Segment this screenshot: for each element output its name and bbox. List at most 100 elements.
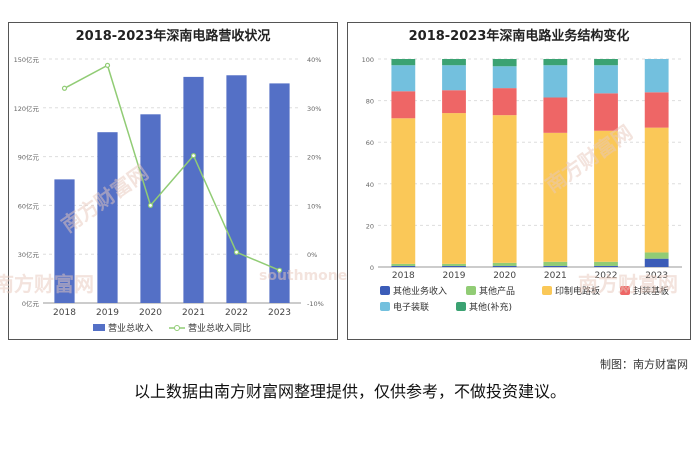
structure-chart: 0 20 40 60 80 100 2018 2019 2020 2021 2022 2023 其他业务… [362,56,682,313]
stacked-segment [391,59,416,66]
legend-swatch [380,302,390,311]
stacked-segment [492,88,517,116]
stacked-segment [594,65,618,94]
yoy-point [276,267,283,273]
y-tick-label: 0 [370,264,374,272]
y-tick-label: 100 [362,56,374,64]
y-tick-label: 30亿元 [18,250,40,259]
revenue-bar [226,75,247,303]
revenue-bar [97,132,118,303]
legend-label: 电子装联 [393,301,429,313]
y2-tick-label: -10% [307,300,324,308]
stacked-segment [391,118,416,264]
x-tick-label: 2023 [268,308,291,318]
stacked-segment [391,263,416,266]
stacked-segment [391,265,416,267]
y-tick-label: 20 [366,222,374,230]
legend-swatch [380,286,390,295]
stacked-segment [442,113,466,264]
legend-swatch [466,286,476,295]
legend-swatch [456,302,466,311]
x-tick-label: 2021 [182,308,205,318]
stacked-segment [543,132,568,262]
x-tick-label: 2022 [595,271,618,281]
revenue-bar [54,179,75,303]
structure-chart-title: 2018-2023年深南电路业务结构变化 [408,29,630,44]
legend-label-revenue: 营业总收入 [108,322,153,334]
stacked-segment [594,59,618,66]
x-tick-label: 2018 [392,271,415,281]
legend-label: 其他业务收入 [393,285,447,297]
y2-tick-label: 40% [307,56,321,64]
stacked-segment [644,127,669,253]
stacked-segment [391,65,416,92]
legend-swatch [542,286,552,295]
legend-label: 封装基板 [633,285,669,297]
y2-tick-label: 10% [307,202,321,210]
y-tick-label: 60亿元 [18,201,40,210]
stacked-segment [644,92,669,128]
y-tick-label: 40 [366,181,374,189]
stacked-segment [543,59,568,66]
credit-label: 制图：南方财富网 [600,358,688,371]
stacked-segment [543,97,568,133]
x-tick-label: 2022 [225,308,248,318]
legend-swatch [620,286,630,295]
stacked-segment [543,65,568,98]
legend-marker-yoy [174,325,180,331]
legend-label-yoy: 营业总收入同比 [188,322,251,334]
stacked-segment [492,59,517,67]
stacked-segment [442,263,466,266]
x-tick-label: 2021 [544,271,567,281]
revenue-chart-panel: 2018-2023年深南电路营收状况 0亿元 30亿元 60亿元 90亿元 120亿元 1… [0,22,393,340]
stacked-segment [492,262,517,266]
disclaimer-caption: 以上数据由南方财富网整理提供，仅供参考，不做投资建议。 [133,382,566,401]
stacked-segment [594,93,618,131]
y-tick-label: 150亿元 [14,55,40,64]
x-tick-label: 2018 [53,308,76,318]
legend-label: 印制电路板 [555,285,600,297]
yoy-point [104,62,111,68]
revenue-bar [183,76,204,303]
y-tick-label: 120亿元 [14,104,40,113]
yoy-point [190,153,197,159]
stacked-segment [442,265,466,267]
x-tick-label: 2023 [645,271,668,281]
yoy-line [64,64,280,271]
stacked-segment [644,258,669,267]
legend-swatch-revenue [93,324,105,331]
y2-tick-label: 0% [307,251,317,259]
y2-tick-label: 20% [307,154,321,162]
x-tick-label: 2020 [139,308,162,318]
y-tick-label: 80 [366,98,374,106]
y-tick-label: 60 [366,139,374,147]
revenue-bar [269,83,290,304]
x-tick-label: 2019 [96,308,119,318]
stacked-segment [543,265,568,267]
yoy-point [233,249,240,255]
y2-tick-label: 30% [307,105,321,113]
stacked-segment [492,265,517,267]
stacked-segment [594,265,618,267]
stacked-segment [644,252,669,259]
stacked-segment [644,59,669,93]
stacked-segment [492,115,517,263]
stacked-segment [442,65,466,91]
stacked-segment [594,130,618,262]
stacked-segment [543,261,568,266]
revenue-chart: 0亿元 30亿元 60亿元 90亿元 120亿元 150亿元 -10% 0% 10% 20% 30%… [14,55,324,334]
y-tick-label: 90亿元 [18,153,40,162]
stacked-segment [442,59,466,66]
structure-chart-panel: 2018-2023年深南电路业务结构变化 0 20 40 60 80 100 2018 201… [347,22,691,340]
legend-label: 其他(补充) [469,301,512,313]
x-tick-label: 2020 [493,271,516,281]
yoy-point [61,85,68,91]
revenue-bar [140,114,161,303]
legend-label: 其他产品 [479,285,515,297]
x-tick-label: 2019 [443,271,466,281]
yoy-point [147,202,154,208]
revenue-chart-title: 2018-2023年深南电路营收状况 [75,29,271,44]
stacked-segment [442,90,466,114]
stacked-segment [492,66,517,89]
stacked-segment [594,261,618,266]
